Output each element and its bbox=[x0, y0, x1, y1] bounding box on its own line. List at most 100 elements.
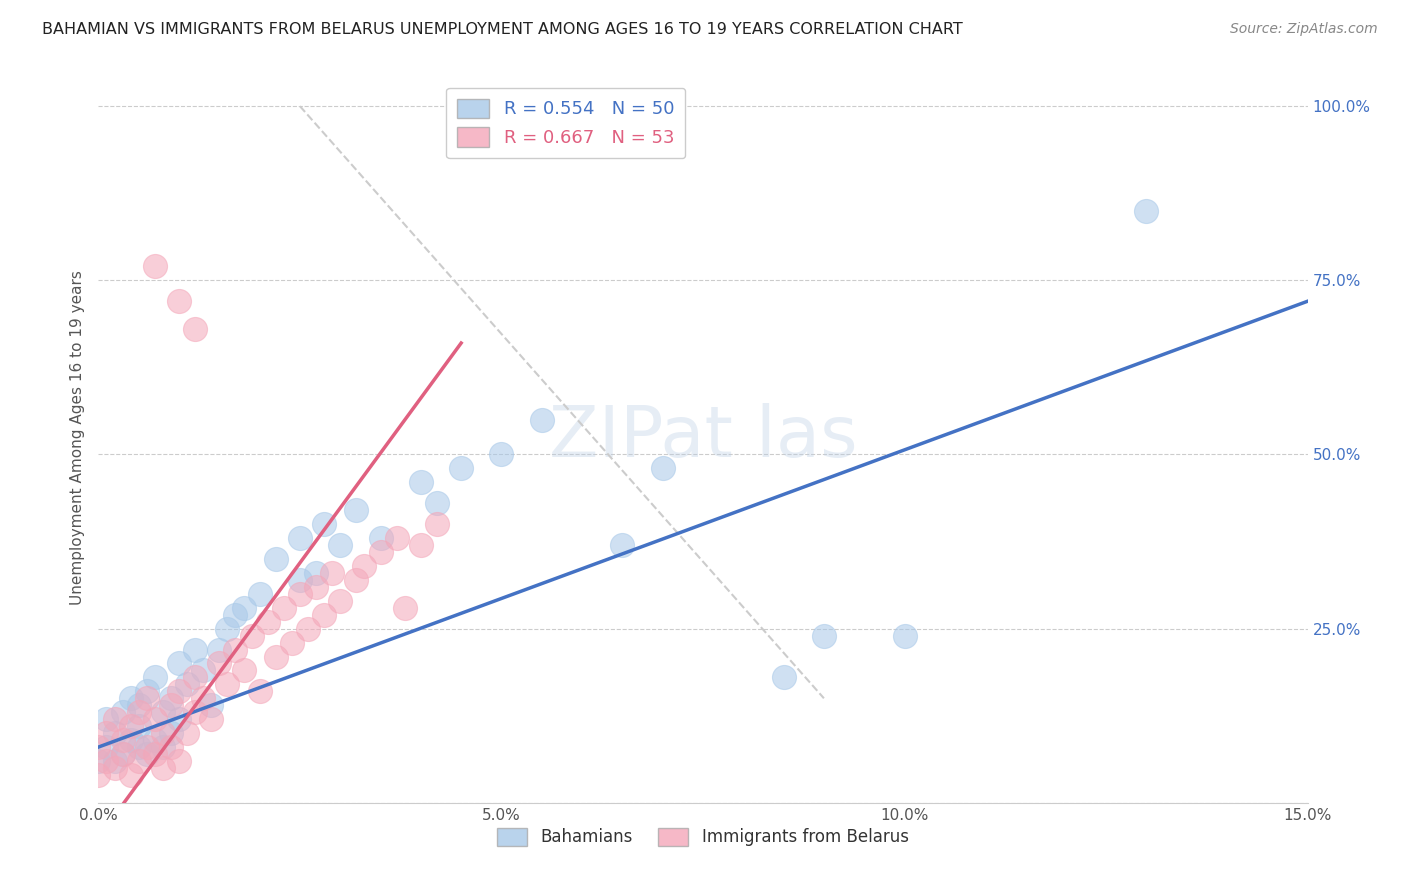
Point bbox=[184, 705, 207, 719]
Point bbox=[240, 629, 263, 643]
Point bbox=[249, 587, 271, 601]
Point bbox=[232, 664, 254, 678]
Point bbox=[491, 448, 513, 462]
Point bbox=[288, 531, 311, 545]
Point bbox=[264, 649, 287, 664]
Point bbox=[184, 670, 207, 684]
Point bbox=[314, 607, 336, 622]
Point bbox=[111, 733, 134, 747]
Point bbox=[612, 538, 634, 552]
Point bbox=[152, 761, 174, 775]
Point bbox=[256, 615, 278, 629]
Point bbox=[273, 600, 295, 615]
Point bbox=[96, 754, 118, 768]
Point bbox=[160, 691, 183, 706]
Point bbox=[87, 740, 110, 755]
Text: BAHAMIAN VS IMMIGRANTS FROM BELARUS UNEMPLOYMENT AMONG AGES 16 TO 19 YEARS CORRE: BAHAMIAN VS IMMIGRANTS FROM BELARUS UNEM… bbox=[42, 22, 963, 37]
Point bbox=[184, 322, 207, 336]
Point bbox=[128, 698, 150, 713]
Point bbox=[152, 740, 174, 755]
Text: ZIPat las: ZIPat las bbox=[548, 402, 858, 472]
Point bbox=[217, 677, 239, 691]
Point bbox=[103, 726, 125, 740]
Point bbox=[167, 684, 190, 698]
Point bbox=[87, 768, 110, 782]
Point bbox=[111, 705, 134, 719]
Point bbox=[167, 294, 190, 309]
Point bbox=[200, 712, 222, 726]
Point bbox=[426, 496, 449, 510]
Point bbox=[128, 754, 150, 768]
Point bbox=[394, 600, 416, 615]
Y-axis label: Unemployment Among Ages 16 to 19 years: Unemployment Among Ages 16 to 19 years bbox=[69, 269, 84, 605]
Point bbox=[329, 538, 352, 552]
Point bbox=[450, 461, 472, 475]
Point bbox=[321, 566, 343, 580]
Point bbox=[96, 726, 118, 740]
Point bbox=[135, 684, 157, 698]
Point bbox=[160, 698, 183, 713]
Point bbox=[120, 733, 142, 747]
Point bbox=[305, 566, 328, 580]
Point bbox=[409, 538, 432, 552]
Point bbox=[893, 629, 915, 643]
Point bbox=[143, 747, 166, 761]
Point bbox=[305, 580, 328, 594]
Point bbox=[297, 622, 319, 636]
Point bbox=[128, 705, 150, 719]
Point bbox=[426, 517, 449, 532]
Point bbox=[135, 691, 157, 706]
Point bbox=[176, 677, 198, 691]
Point bbox=[143, 670, 166, 684]
Point bbox=[281, 635, 304, 649]
Point bbox=[135, 740, 157, 755]
Point bbox=[87, 754, 110, 768]
Point bbox=[329, 594, 352, 608]
Point bbox=[264, 552, 287, 566]
Point bbox=[813, 629, 835, 643]
Point bbox=[96, 712, 118, 726]
Point bbox=[143, 260, 166, 274]
Point bbox=[200, 698, 222, 713]
Point bbox=[167, 657, 190, 671]
Point bbox=[217, 622, 239, 636]
Point bbox=[167, 712, 190, 726]
Point bbox=[288, 587, 311, 601]
Text: Source: ZipAtlas.com: Source: ZipAtlas.com bbox=[1230, 22, 1378, 37]
Point bbox=[208, 642, 231, 657]
Point bbox=[370, 531, 392, 545]
Point bbox=[249, 684, 271, 698]
Point bbox=[530, 412, 553, 426]
Point bbox=[160, 740, 183, 755]
Point bbox=[1135, 203, 1157, 218]
Point bbox=[176, 726, 198, 740]
Point bbox=[167, 754, 190, 768]
Point bbox=[103, 712, 125, 726]
Point bbox=[232, 600, 254, 615]
Point bbox=[120, 719, 142, 733]
Point bbox=[353, 558, 375, 573]
Point bbox=[370, 545, 392, 559]
Point bbox=[143, 733, 166, 747]
Point bbox=[160, 726, 183, 740]
Point bbox=[103, 761, 125, 775]
Point bbox=[96, 740, 118, 755]
Point bbox=[288, 573, 311, 587]
Point bbox=[385, 531, 408, 545]
Point bbox=[772, 670, 794, 684]
Point bbox=[103, 754, 125, 768]
Point bbox=[344, 503, 367, 517]
Point bbox=[152, 705, 174, 719]
Point bbox=[314, 517, 336, 532]
Point bbox=[120, 768, 142, 782]
Point bbox=[128, 719, 150, 733]
Point bbox=[111, 747, 134, 761]
Point bbox=[135, 747, 157, 761]
Point bbox=[224, 607, 246, 622]
Point bbox=[344, 573, 367, 587]
Point bbox=[152, 726, 174, 740]
Point bbox=[143, 712, 166, 726]
Point bbox=[184, 642, 207, 657]
Legend: Bahamians, Immigrants from Belarus: Bahamians, Immigrants from Belarus bbox=[491, 821, 915, 853]
Point bbox=[208, 657, 231, 671]
